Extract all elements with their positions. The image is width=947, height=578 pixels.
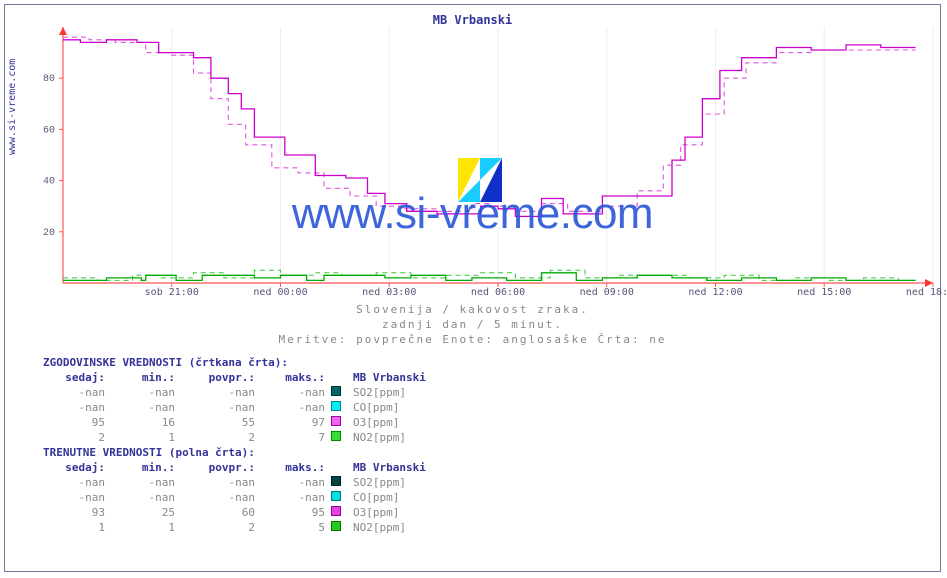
x-tick-label: ned 00:00 <box>253 287 307 298</box>
table-column-header: sedaj: <box>39 370 109 385</box>
caption-line-1: Slovenija / kakovost zraka. <box>356 303 589 316</box>
table-cell: -nan <box>179 490 259 505</box>
outer-frame: www.si-vreme.com MB Vrbanski 20406080 ww… <box>4 4 941 572</box>
table-cell: 95 <box>39 415 109 430</box>
table-column-header: povpr.: <box>179 460 259 475</box>
series-label: CO[ppm] <box>343 490 473 505</box>
table-cell: 1 <box>109 430 179 445</box>
table-column-header: povpr.: <box>179 370 259 385</box>
series-swatch <box>329 415 343 430</box>
table-cell: 7 <box>259 430 329 445</box>
caption-line-2: zadnji dan / 5 minut. <box>382 318 563 331</box>
svg-text:40: 40 <box>43 177 55 188</box>
x-tick-labels: sob 21:00 ned 00:00 ned 03:00 ned 06:00 ned … <box>63 287 933 301</box>
svg-text:60: 60 <box>43 125 55 136</box>
series-label: SO2[ppm] <box>343 475 473 490</box>
series-swatch <box>329 490 343 505</box>
series-swatch <box>329 520 343 535</box>
table-cell: 25 <box>109 505 179 520</box>
table-cell: -nan <box>39 400 109 415</box>
y-axis-site-label: www.si-vreme.com <box>7 59 18 155</box>
series-swatch <box>329 430 343 445</box>
table-cell: 16 <box>109 415 179 430</box>
table-cell: 2 <box>179 520 259 535</box>
svg-text:80: 80 <box>43 74 55 85</box>
table-cell: -nan <box>259 400 329 415</box>
series-swatch <box>329 505 343 520</box>
series-swatch <box>329 400 343 415</box>
chart-plot-area: 20406080 <box>63 27 933 283</box>
series-swatch <box>329 385 343 400</box>
table-column-header: maks.: <box>259 370 329 385</box>
x-tick-label: ned 18:00 <box>906 287 947 298</box>
table-column-header: maks.: <box>259 460 329 475</box>
table-column-header: MB Vrbanski <box>343 370 473 385</box>
x-tick-label: sob 21:00 <box>145 287 199 298</box>
table-column-header: sedaj: <box>39 460 109 475</box>
series-label: O3[ppm] <box>343 505 473 520</box>
table-cell: -nan <box>39 385 109 400</box>
series-swatch <box>329 475 343 490</box>
table-column-header <box>329 370 343 385</box>
table-cell: 97 <box>259 415 329 430</box>
table-cell: -nan <box>179 475 259 490</box>
table-cell: -nan <box>259 385 329 400</box>
table-cell: -nan <box>179 385 259 400</box>
value-tables: ZGODOVINSKE VREDNOSTI (črtkana črta):sed… <box>39 355 473 535</box>
series-label: O3[ppm] <box>343 415 473 430</box>
table-cell: 93 <box>39 505 109 520</box>
series-label: CO[ppm] <box>343 400 473 415</box>
series-label: NO2[ppm] <box>343 520 473 535</box>
x-tick-label: ned 06:00 <box>471 287 525 298</box>
table-cell: -nan <box>259 475 329 490</box>
x-tick-label: ned 03:00 <box>362 287 416 298</box>
table-cell: 1 <box>109 520 179 535</box>
table-cell: 2 <box>39 430 109 445</box>
chart-title: MB Vrbanski <box>5 13 940 27</box>
table-cell: 5 <box>259 520 329 535</box>
table-column-header: min.: <box>109 370 179 385</box>
table-cell: -nan <box>179 400 259 415</box>
table-cell: -nan <box>39 475 109 490</box>
series-label: NO2[ppm] <box>343 430 473 445</box>
table-cell: 2 <box>179 430 259 445</box>
table-cell: -nan <box>109 475 179 490</box>
table-column-header <box>329 460 343 475</box>
table-cell: -nan <box>109 385 179 400</box>
chart-caption: Slovenija / kakovost zraka. zadnji dan /… <box>5 303 940 348</box>
table-section-title: TRENUTNE VREDNOSTI (polna črta): <box>39 445 473 460</box>
svg-text:20: 20 <box>43 228 55 239</box>
table-column-header: MB Vrbanski <box>343 460 473 475</box>
table-cell: 55 <box>179 415 259 430</box>
table-cell: -nan <box>109 400 179 415</box>
x-tick-label: ned 12:00 <box>688 287 742 298</box>
caption-line-3: Meritve: povprečne Enote: anglosaške Črt… <box>278 333 666 346</box>
x-tick-label: ned 09:00 <box>580 287 634 298</box>
table-cell: -nan <box>109 490 179 505</box>
table-cell: -nan <box>39 490 109 505</box>
table-column-header: min.: <box>109 460 179 475</box>
table-section-title: ZGODOVINSKE VREDNOSTI (črtkana črta): <box>39 355 473 370</box>
x-tick-label: ned 15:00 <box>797 287 851 298</box>
table-cell: 60 <box>179 505 259 520</box>
table-cell: -nan <box>259 490 329 505</box>
series-label: SO2[ppm] <box>343 385 473 400</box>
table-cell: 1 <box>39 520 109 535</box>
table-cell: 95 <box>259 505 329 520</box>
